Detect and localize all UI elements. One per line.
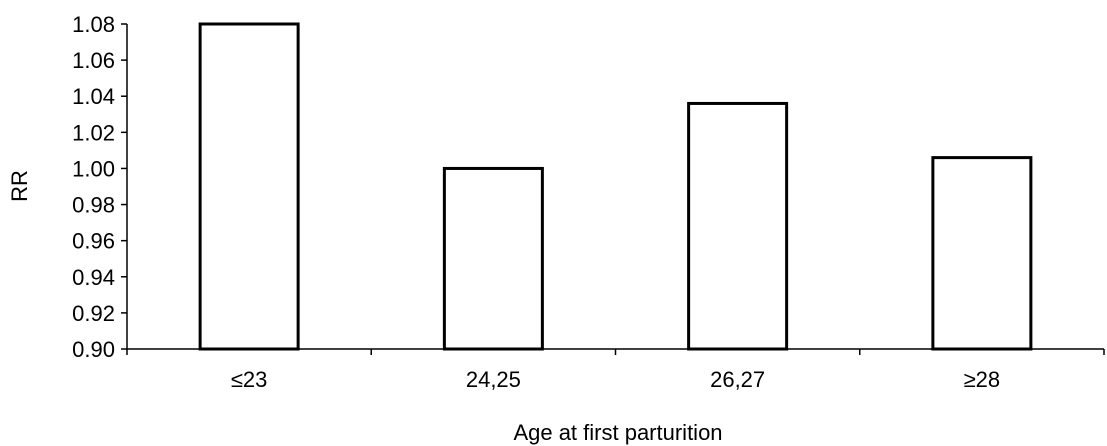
x-tick-label: 24,25 <box>466 367 521 392</box>
bar-0 <box>198 22 300 351</box>
x-tick-label: ≥28 <box>964 367 1001 392</box>
x-tick-label: ≤23 <box>231 367 268 392</box>
y-tick-label: 0.90 <box>72 337 115 362</box>
y-tick-label: 0.96 <box>72 229 115 254</box>
bars-group <box>198 22 1033 351</box>
y-tick-label: 1.04 <box>72 84 115 109</box>
y-tick-label: 1.02 <box>72 120 115 145</box>
y-ticks-group: 0.90 0.92 0.94 0.96 0.98 1.00 1.02 1.04 1.06 1.08 <box>72 12 127 362</box>
bar-2 <box>687 101 789 351</box>
y-tick-label: 1.08 <box>72 12 115 37</box>
y-tick-label: 0.94 <box>72 265 115 290</box>
bar-1 <box>442 166 544 351</box>
y-tick-label: 0.92 <box>72 301 115 326</box>
bar-3 <box>931 156 1033 351</box>
y-axis-title: RR <box>7 170 32 202</box>
y-tick-label: 1.00 <box>72 156 115 181</box>
y-tick-label: 1.06 <box>72 48 115 73</box>
x-axis-title: Age at first parturition <box>513 420 722 445</box>
x-ticks-group: ≤23 24,25 26,27 ≥28 <box>126 349 1105 392</box>
y-tick-label: 0.98 <box>72 193 115 218</box>
x-tick-label: 26,27 <box>710 367 765 392</box>
